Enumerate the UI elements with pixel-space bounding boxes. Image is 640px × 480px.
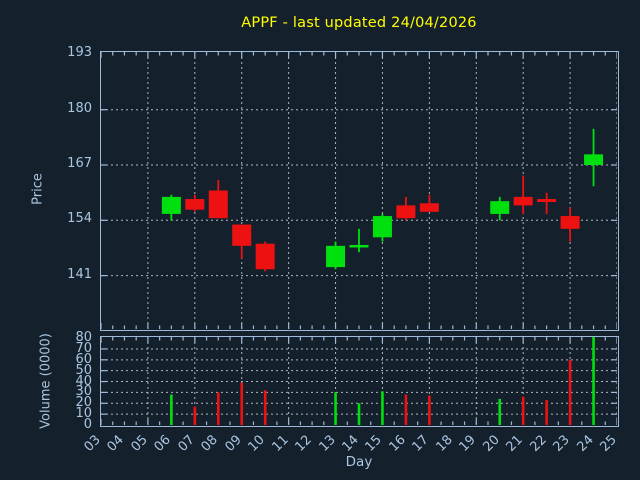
candle-body bbox=[349, 244, 369, 248]
price-tick-label: 180 bbox=[67, 100, 92, 116]
candle-body bbox=[396, 205, 416, 219]
volume-tick-label: 10 bbox=[75, 406, 92, 422]
candle-body bbox=[255, 243, 275, 270]
candle-body bbox=[185, 199, 205, 210]
price-plot bbox=[101, 52, 617, 329]
price-tick-label: 193 bbox=[67, 45, 92, 61]
candle-body bbox=[584, 154, 604, 165]
volume-bar bbox=[545, 400, 548, 425]
candle-body bbox=[490, 201, 510, 214]
volume-panel bbox=[100, 336, 619, 427]
volume-bar bbox=[263, 390, 267, 425]
volume-tick-label: 80 bbox=[75, 330, 92, 346]
price-tick-label: 154 bbox=[67, 211, 92, 227]
x-axis-label: Day bbox=[345, 454, 373, 470]
volume-bar bbox=[334, 392, 337, 425]
candle-body bbox=[419, 203, 439, 212]
volume-bar bbox=[381, 391, 384, 425]
volume-tick-label: 50 bbox=[75, 362, 92, 378]
volume-tick-label: 20 bbox=[75, 395, 92, 411]
volume-bar bbox=[521, 396, 525, 425]
volume-bar bbox=[404, 394, 408, 425]
volume-tick-label: 40 bbox=[75, 373, 92, 389]
candle-body bbox=[232, 224, 252, 246]
candle-body bbox=[161, 196, 181, 214]
candle-body bbox=[208, 190, 228, 219]
price-tick-label: 167 bbox=[67, 156, 92, 171]
volume-bar bbox=[498, 398, 502, 425]
candle-body bbox=[537, 199, 557, 203]
volume-bar bbox=[216, 392, 220, 425]
candle-body bbox=[560, 216, 580, 229]
volume-bar bbox=[592, 337, 595, 425]
volume-tick-label: 60 bbox=[75, 351, 92, 367]
volume-bar bbox=[170, 394, 173, 425]
volume-plot bbox=[101, 337, 617, 425]
price-axis-label: Price bbox=[30, 173, 46, 205]
volume-bar bbox=[193, 406, 197, 425]
volume-tick-label: 30 bbox=[75, 384, 92, 400]
volume-tick-label: 0 bbox=[83, 417, 92, 432]
volume-bar bbox=[568, 359, 572, 425]
chart-title: APPF - last updated 24/04/2026 bbox=[241, 15, 477, 31]
volume-bar bbox=[428, 395, 431, 425]
price-tick-label: 141 bbox=[67, 266, 92, 282]
candle-body bbox=[326, 245, 346, 268]
volume-bar bbox=[240, 382, 244, 425]
volume-tick-label: 70 bbox=[75, 340, 92, 356]
candle-body bbox=[513, 196, 533, 206]
volume-bar bbox=[357, 403, 361, 425]
candle-body bbox=[372, 216, 392, 238]
price-panel bbox=[100, 51, 619, 331]
